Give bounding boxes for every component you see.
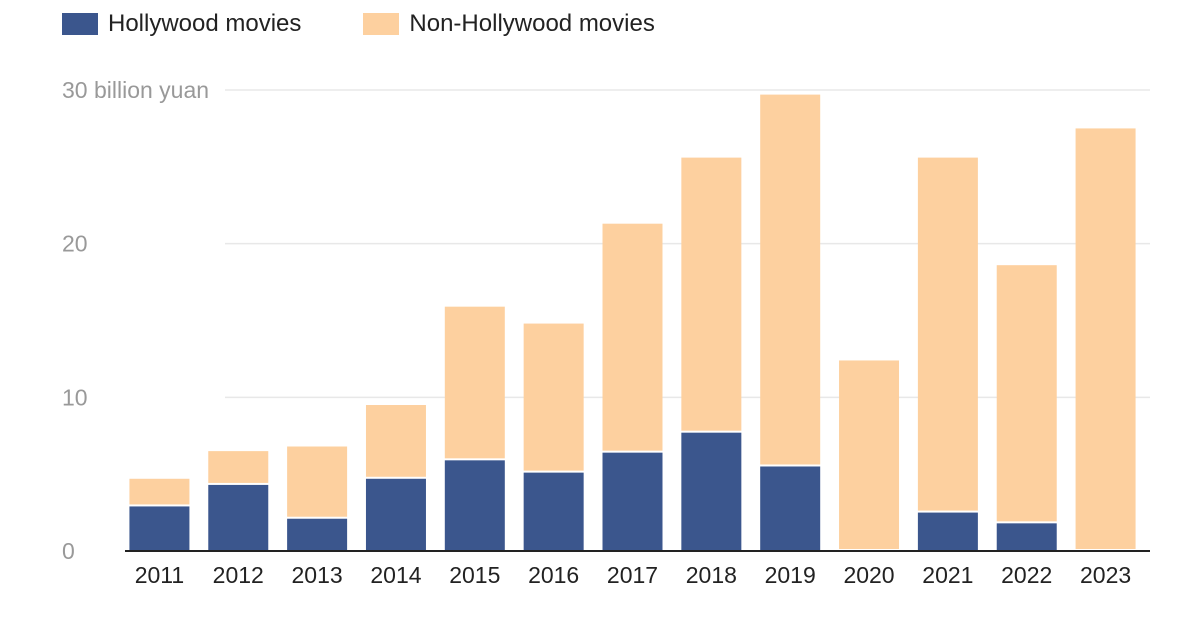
legend-swatch-non-hollywood [363, 13, 400, 35]
bar-hollywood-2013 [287, 518, 348, 551]
x-tick-label-2016: 2016 [528, 562, 579, 588]
y-tick-label-10: 10 [62, 384, 88, 410]
bar-non-hollywood-2015 [444, 306, 505, 459]
bar-non-hollywood-2018 [681, 157, 742, 431]
bar-non-hollywood-2013 [287, 446, 348, 517]
bar-non-hollywood-2021 [917, 157, 978, 511]
bar-non-hollywood-2023 [1075, 128, 1136, 549]
y-tick-label-0: 0 [62, 538, 75, 564]
bar-hollywood-2018 [681, 432, 742, 551]
x-tick-label-2015: 2015 [449, 562, 500, 588]
bar-non-hollywood-2014 [365, 405, 426, 477]
bar-hollywood-2017 [602, 452, 663, 551]
x-tick-label-2013: 2013 [292, 562, 343, 588]
bar-hollywood-2022 [996, 523, 1057, 551]
legend-label-non-hollywood: Non-Hollywood movies [409, 10, 655, 37]
bar-non-hollywood-2017 [602, 223, 663, 451]
x-tick-label-2014: 2014 [370, 562, 421, 588]
bar-hollywood-2019 [760, 466, 821, 551]
bar-hollywood-2016 [523, 472, 584, 551]
bar-hollywood-2014 [365, 478, 426, 551]
x-tick-label-2020: 2020 [843, 562, 894, 588]
x-tick-label-2018: 2018 [686, 562, 737, 588]
bar-non-hollywood-2012 [208, 451, 269, 483]
bar-non-hollywood-2019 [760, 94, 821, 465]
x-tick-label-2022: 2022 [1001, 562, 1052, 588]
bar-hollywood-2011 [129, 506, 190, 551]
bar-non-hollywood-2011 [129, 478, 190, 505]
x-tick-label-2019: 2019 [765, 562, 816, 588]
x-tick-label-2017: 2017 [607, 562, 658, 588]
x-tick-label-2021: 2021 [922, 562, 973, 588]
bar-hollywood-2021 [917, 512, 978, 551]
legend-label-hollywood: Hollywood movies [108, 10, 302, 37]
legend-swatch-hollywood [62, 13, 98, 35]
bar-non-hollywood-2022 [996, 265, 1057, 522]
y-tick-label-20: 20 [62, 231, 88, 257]
y-tick-label-30: 30 billion yuan [62, 77, 209, 103]
bar-non-hollywood-2020 [839, 360, 900, 549]
x-tick-label-2012: 2012 [213, 562, 264, 588]
legend-item-hollywood: Hollywood movies [62, 10, 301, 38]
legend-item-non-hollywood: Non-Hollywood movies [363, 10, 655, 38]
bar-hollywood-2012 [208, 484, 269, 551]
x-tick-label-2011: 2011 [135, 562, 184, 588]
x-tick-label-2023: 2023 [1080, 562, 1131, 588]
bar-non-hollywood-2016 [523, 323, 584, 471]
bar-hollywood-2015 [444, 460, 505, 551]
legend: Hollywood movies Non-Hollywood movies [62, 10, 717, 38]
